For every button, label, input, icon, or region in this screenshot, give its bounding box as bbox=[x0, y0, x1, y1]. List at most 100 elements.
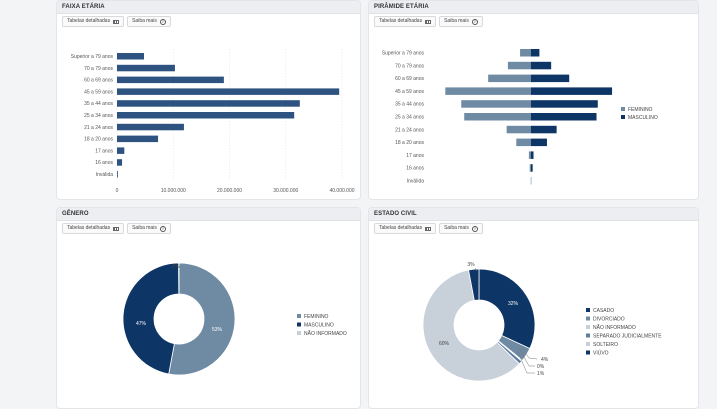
legend-label: CASADO bbox=[593, 308, 614, 314]
bar bbox=[117, 53, 144, 60]
legend-label: SEPARADO JUDICIALMENTE bbox=[593, 334, 662, 340]
bar bbox=[117, 88, 340, 95]
estado-civil-panel: ESTADO CIVIL Tabelas detalhadas Saiba ma… bbox=[368, 207, 699, 409]
button-label: Tabelas detalhadas bbox=[379, 18, 423, 24]
legend-label: NÃO INFORMADO bbox=[593, 324, 636, 331]
data-label: 0% bbox=[172, 264, 180, 270]
legend-swatch bbox=[586, 308, 590, 312]
genero-panel: GÊNERO Tabelas detalhadas Saiba mais? 53… bbox=[56, 207, 361, 409]
legend-label: VIÚVO bbox=[593, 350, 609, 357]
y-tick-label: 25 a 34 anos bbox=[84, 113, 113, 119]
x-tick-label: 0 bbox=[116, 188, 119, 194]
bar-feminino bbox=[506, 125, 531, 134]
help-icon: ? bbox=[471, 18, 478, 25]
leader-line bbox=[518, 347, 535, 367]
bar-feminino bbox=[529, 164, 531, 172]
learn-more-button[interactable]: Saiba mais? bbox=[127, 16, 171, 27]
bar-feminino bbox=[507, 61, 531, 70]
bar-masculino bbox=[531, 125, 557, 134]
data-label: 53% bbox=[212, 327, 223, 333]
bar bbox=[117, 171, 118, 178]
y-tick-label: 25 a 34 anos bbox=[395, 114, 424, 120]
detailed-tables-button[interactable]: Tabelas detalhadas bbox=[62, 223, 125, 234]
y-tick-label: Superior a 79 anos bbox=[382, 50, 425, 56]
data-label: 3% bbox=[467, 262, 475, 268]
help-icon: ? bbox=[159, 225, 166, 232]
bar-masculino bbox=[531, 113, 597, 121]
piramide-etaria-panel: PIRÂMIDE ETÁRIA Tabelas detalhadas Saiba… bbox=[368, 0, 699, 200]
bar bbox=[117, 123, 184, 131]
button-label: Saiba mais bbox=[444, 18, 469, 24]
y-tick-label: 21 a 24 anos bbox=[84, 125, 113, 131]
legend-label: FEMININO bbox=[628, 107, 653, 113]
panel-title: ESTADO CIVIL bbox=[369, 208, 698, 221]
bar-masculino bbox=[531, 151, 534, 159]
leader-line bbox=[520, 345, 538, 360]
data-label: 4% bbox=[541, 357, 549, 363]
pie-slice bbox=[478, 268, 536, 350]
data-label: 0% bbox=[537, 364, 545, 370]
legend-swatch bbox=[586, 342, 590, 346]
y-tick-label: 17 anos bbox=[406, 153, 424, 159]
bar bbox=[117, 147, 125, 154]
legend-label: NÃO INFORMADO bbox=[304, 330, 347, 337]
bar bbox=[117, 112, 295, 119]
button-label: Tabelas detalhadas bbox=[379, 225, 423, 231]
data-label: 60% bbox=[439, 341, 450, 347]
leader-line bbox=[474, 267, 478, 272]
y-tick-label: 17 anos bbox=[95, 148, 113, 154]
table-icon bbox=[113, 226, 120, 231]
learn-more-button[interactable]: Saiba mais? bbox=[439, 16, 483, 27]
table-icon bbox=[113, 19, 120, 24]
x-tick-label: 40.000.000 bbox=[329, 188, 354, 194]
x-tick-label: 20.000.000 bbox=[217, 188, 242, 194]
learn-more-button[interactable]: Saiba mais? bbox=[439, 223, 483, 234]
bar bbox=[117, 135, 159, 143]
y-tick-label: 60 a 69 anos bbox=[395, 76, 424, 82]
detailed-tables-button[interactable]: Tabelas detalhadas bbox=[374, 223, 437, 234]
pie-slice bbox=[422, 269, 520, 382]
legend-swatch bbox=[586, 316, 590, 321]
legend-swatch bbox=[586, 325, 590, 329]
bar-masculino bbox=[531, 74, 570, 83]
pie-slice bbox=[168, 262, 236, 376]
faixa-etaria-chart: 0 10.000.000 20.000.000 30.000.000 40.000.00… bbox=[71, 49, 355, 194]
legend-swatch bbox=[621, 107, 625, 111]
detailed-tables-button[interactable]: Tabelas detalhadas bbox=[62, 16, 125, 27]
y-tick-label: Superior a 79 anos bbox=[71, 54, 114, 60]
button-label: Saiba mais bbox=[132, 18, 157, 24]
detailed-tables-button[interactable]: Tabelas detalhadas bbox=[374, 16, 437, 27]
bar-feminino bbox=[464, 113, 531, 121]
bar-feminino bbox=[528, 151, 531, 159]
bar-masculino bbox=[531, 87, 613, 95]
pie-slice bbox=[468, 268, 480, 301]
learn-more-button[interactable]: Saiba mais? bbox=[127, 223, 171, 234]
bar-feminino bbox=[461, 100, 531, 108]
y-tick-label: 70 a 79 anos bbox=[84, 66, 113, 72]
help-icon: ? bbox=[159, 18, 166, 25]
bar-feminino bbox=[445, 87, 531, 95]
legend-label: MASCULINO bbox=[304, 323, 334, 329]
bar-feminino bbox=[488, 74, 531, 83]
y-tick-label: Inválida bbox=[96, 172, 113, 178]
y-tick-label: 60 a 69 anos bbox=[84, 78, 113, 84]
button-label: Saiba mais bbox=[444, 225, 469, 231]
legend-swatch bbox=[297, 322, 301, 327]
y-tick-label: 21 a 24 anos bbox=[395, 127, 424, 133]
bar-masculino bbox=[531, 138, 547, 147]
x-tick-label: 30.000.000 bbox=[273, 188, 298, 194]
legend-swatch bbox=[297, 314, 301, 318]
legend-swatch bbox=[621, 115, 625, 119]
panel-title: PIRÂMIDE ETÁRIA bbox=[369, 1, 698, 14]
button-label: Tabelas detalhadas bbox=[67, 18, 111, 24]
bar-masculino bbox=[531, 164, 533, 172]
bar-masculino bbox=[531, 49, 540, 57]
bar-masculino bbox=[531, 100, 598, 108]
bar-feminino bbox=[520, 49, 531, 57]
legend-label: DIVORCIADO bbox=[593, 317, 625, 323]
button-label: Saiba mais bbox=[132, 225, 157, 231]
data-label: 1% bbox=[537, 371, 545, 377]
bar bbox=[117, 64, 175, 72]
pie-slice bbox=[122, 262, 180, 375]
